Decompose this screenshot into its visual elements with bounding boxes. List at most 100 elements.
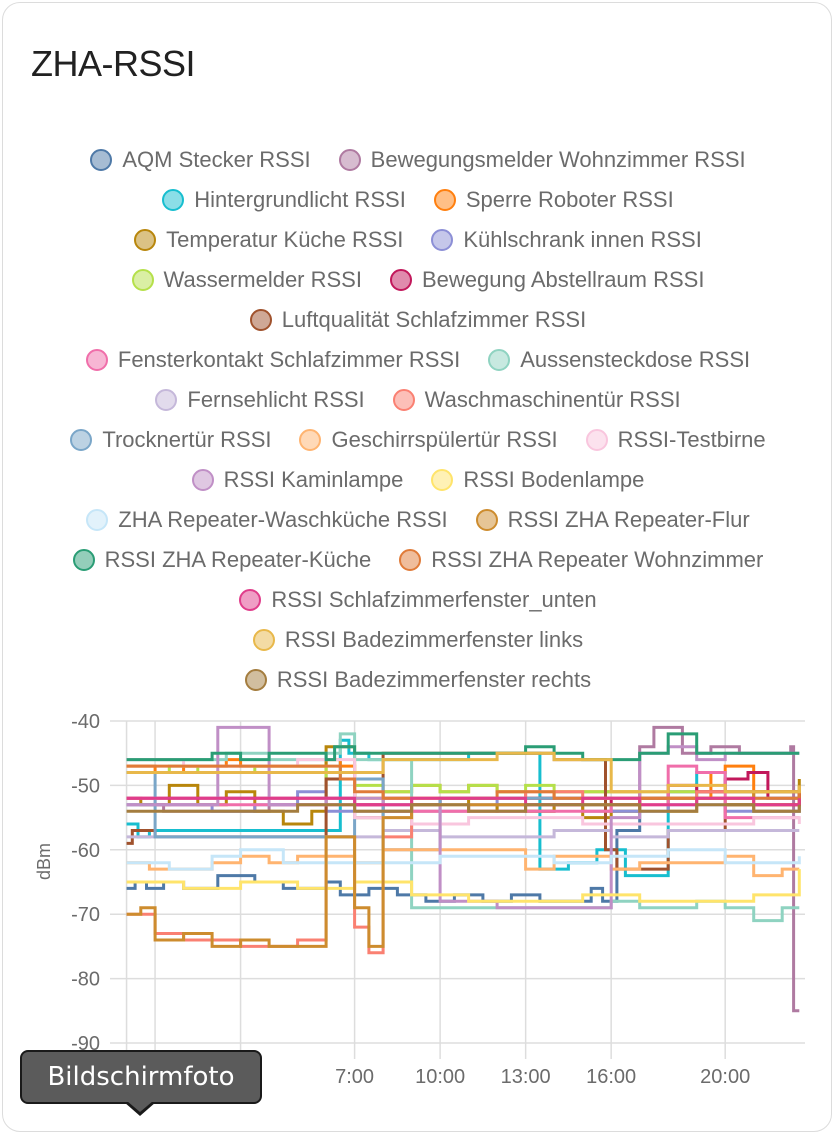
legend-item[interactable]: Bewegungsmelder Wohnzimmer RSSI — [338, 147, 746, 173]
legend-row: RSSI Kaminlampe RSSI Bodenlampe — [20, 460, 816, 500]
legend-label: Hintergrundlicht RSSI — [194, 187, 406, 212]
legend-item[interactable]: RSSI ZHA Repeater-Küche — [72, 547, 372, 573]
legend-color-dot-icon — [244, 669, 267, 691]
legend-row: Fernsehlicht RSSI Waschmaschinentür RSSI — [20, 380, 816, 420]
legend-item[interactable]: Wassermelder RSSI — [131, 267, 362, 293]
tooltip-arrow-inner — [127, 1101, 153, 1112]
y-tick-label: -80 — [71, 969, 100, 991]
legend-label: Kühlschrank innen RSSI — [463, 227, 702, 252]
legend-color-dot-icon — [299, 429, 322, 451]
legend-item[interactable]: ZHA Repeater-Waschküche RSSI — [86, 507, 448, 533]
legend-item[interactable]: Hintergrundlicht RSSI — [162, 187, 406, 213]
legend-color-dot-icon — [191, 469, 214, 491]
legend-item[interactable]: Aussensteckdose RSSI — [488, 347, 750, 373]
y-tick-label: -90 — [71, 1033, 100, 1055]
legend-color-dot-icon — [431, 229, 454, 251]
legend-color-dot-icon — [155, 389, 178, 411]
legend-color-dot-icon — [70, 429, 93, 451]
legend-color-dot-icon — [86, 509, 109, 531]
legend-color-dot-icon — [162, 189, 185, 211]
legend-label: Luftqualität Schlafzimmer RSSI — [281, 307, 587, 332]
legend-color-dot-icon — [475, 509, 498, 531]
y-tick-label: -40 — [71, 711, 100, 733]
legend-row: Trocknertür RSSI Geschirrspülertür RSSI RS… — [20, 420, 816, 460]
legend-color-dot-icon — [131, 269, 154, 291]
legend-label: RSSI Kaminlampe — [223, 467, 404, 492]
legend-color-dot-icon — [392, 389, 415, 411]
series-line — [126, 785, 801, 948]
legend-color-dot-icon — [252, 629, 275, 651]
legend-item[interactable]: RSSI Bodenlampe — [431, 467, 644, 493]
legend-color-dot-icon — [249, 309, 272, 331]
legend-row: Hintergrundlicht RSSI Sperre Roboter RSSI — [20, 180, 816, 220]
legend-color-dot-icon — [399, 549, 422, 571]
legend-label: RSSI Bodenlampe — [463, 467, 645, 492]
card-title: ZHA-RSSI — [31, 43, 196, 84]
legend-row: RSSI Schlafzimmerfenster_unten — [20, 580, 816, 620]
legend-label: RSSI-Testbirne — [617, 427, 766, 452]
x-tick-label: 13:00 — [501, 1066, 551, 1088]
legend-label: RSSI Badezimmerfenster links — [284, 627, 584, 652]
legend-item[interactable]: Fensterkontakt Schlafzimmer RSSI — [85, 347, 461, 373]
legend-item[interactable]: Fernsehlicht RSSI — [155, 387, 365, 413]
series-line — [126, 790, 800, 903]
legend-label: RSSI Schlafzimmerfenster_unten — [271, 587, 597, 612]
screenshot-tooltip: Bildschirmfoto — [20, 1050, 262, 1104]
legend-row: RSSI Badezimmerfenster rechts — [20, 660, 816, 700]
legend-color-dot-icon — [338, 149, 361, 171]
legend-label: Temperatur Küche RSSI — [166, 227, 404, 252]
legend-row: ZHA Repeater-Waschküche RSSI RSSI ZHA Rep… — [20, 500, 816, 540]
legend-label: RSSI ZHA Repeater Wohnzimmer — [431, 547, 764, 572]
legend-row: RSSI ZHA Repeater-Küche RSSI ZHA Repeater… — [20, 540, 816, 580]
series-line — [126, 869, 801, 903]
legend-item[interactable]: AQM Stecker RSSI — [90, 147, 311, 173]
legend-item[interactable]: RSSI Badezimmerfenster links — [252, 627, 584, 653]
x-tick-label: 7:00 — [335, 1066, 374, 1088]
legend-label: Aussensteckdose RSSI — [520, 347, 751, 372]
legend-row: RSSI Badezimmerfenster links — [20, 620, 816, 660]
x-tick-label: 10:00 — [415, 1066, 465, 1088]
series-line — [126, 803, 801, 813]
x-tick-label: 20:00 — [700, 1066, 750, 1088]
legend-item[interactable]: RSSI-Testbirne — [585, 427, 766, 453]
y-tick-label: -50 — [71, 775, 100, 797]
legend-label: Geschirrspülertür RSSI — [331, 427, 558, 452]
legend-label: AQM Stecker RSSI — [122, 147, 311, 172]
y-tick-label: -70 — [71, 904, 100, 926]
series-line — [126, 725, 800, 1013]
series-line — [126, 751, 801, 794]
legend-color-dot-icon — [431, 469, 454, 491]
legend-label: Sperre Roboter RSSI — [465, 187, 674, 212]
legend-item[interactable]: RSSI Schlafzimmerfenster_unten — [239, 587, 597, 613]
legend-item[interactable]: RSSI Badezimmerfenster rechts — [244, 667, 592, 693]
legend-item[interactable]: Trocknertür RSSI — [70, 427, 271, 453]
legend-row: Temperatur Küche RSSI Kühlschrank innen R… — [20, 220, 816, 260]
legend-label: Waschmaschinentür RSSI — [424, 387, 681, 412]
legend-color-dot-icon — [85, 349, 108, 371]
legend-color-dot-icon — [134, 229, 157, 251]
legend-item[interactable]: Waschmaschinentür RSSI — [392, 387, 681, 413]
legend-label: Bewegungsmelder Wohnzimmer RSSI — [370, 147, 746, 172]
legend-color-dot-icon — [72, 549, 95, 571]
legend-item[interactable]: Kühlschrank innen RSSI — [431, 227, 702, 253]
legend-item[interactable]: RSSI ZHA Repeater-Flur — [475, 507, 750, 533]
legend-item[interactable]: Sperre Roboter RSSI — [433, 187, 674, 213]
legend-item[interactable]: RSSI ZHA Repeater Wohnzimmer — [399, 547, 763, 573]
legend-item[interactable]: Bewegung Abstellraum RSSI — [389, 267, 705, 293]
legend-label: Fensterkontakt Schlafzimmer RSSI — [117, 347, 461, 372]
legend-item[interactable]: Luftqualität Schlafzimmer RSSI — [249, 307, 587, 333]
legend-label: Wassermelder RSSI — [163, 267, 362, 292]
series-line — [126, 848, 801, 871]
legend-label: RSSI Badezimmerfenster rechts — [276, 667, 592, 692]
legend-item[interactable]: Temperatur Küche RSSI — [134, 227, 403, 253]
legend-item[interactable]: RSSI Kaminlampe — [191, 467, 404, 493]
legend-row: Luftqualität Schlafzimmer RSSI — [20, 300, 816, 340]
y-tick-label: -60 — [71, 840, 100, 862]
x-tick-label: 16:00 — [586, 1066, 636, 1088]
legend-item[interactable]: Geschirrspülertür RSSI — [299, 427, 558, 453]
legend-label: RSSI ZHA Repeater-Küche — [104, 547, 372, 572]
rssi-line-chart[interactable]: -40 -50 -60 -70 -80 -90 7:00 10:00 13:00 16:00 20:… — [0, 700, 836, 1116]
chart-legend: AQM Stecker RSSI Bewegungsmelder Wohnzimm… — [20, 140, 816, 700]
legend-label: Trocknertür RSSI — [102, 427, 272, 452]
legend-label: Bewegung Abstellraum RSSI — [421, 267, 705, 292]
